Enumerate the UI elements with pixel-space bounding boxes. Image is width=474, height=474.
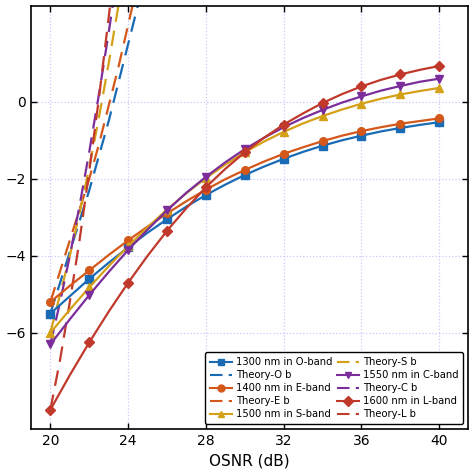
X-axis label: OSNR (dB): OSNR (dB) xyxy=(210,454,290,468)
Legend: 1300 nm in O-band, Theory-O b, 1400 nm in E-band, Theory-E b, 1500 nm in S-band,: 1300 nm in O-band, Theory-O b, 1400 nm i… xyxy=(205,352,464,424)
